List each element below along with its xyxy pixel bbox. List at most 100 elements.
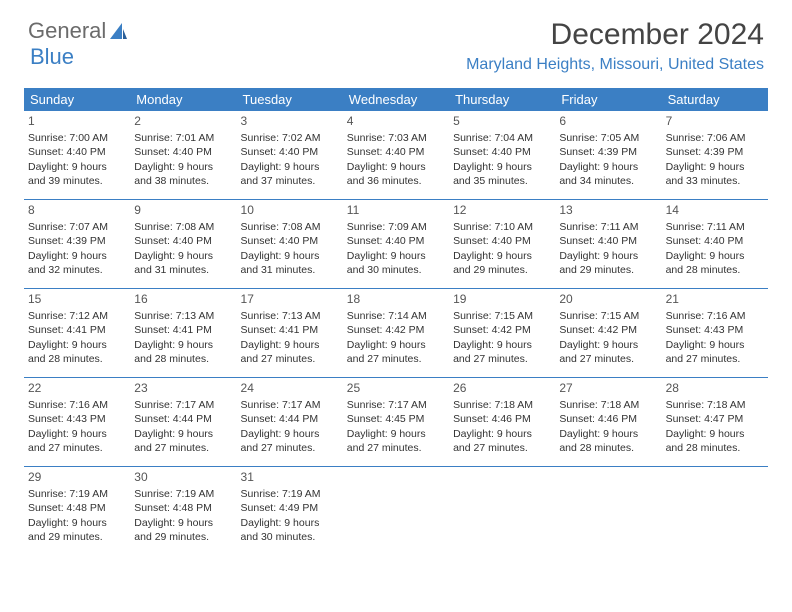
sunset-line: Sunset: 4:49 PM [241, 501, 339, 515]
day-cell: 6Sunrise: 7:05 AMSunset: 4:39 PMDaylight… [555, 111, 661, 199]
sunrise-line: Sunrise: 7:18 AM [453, 398, 551, 412]
sunset-line: Sunset: 4:40 PM [241, 145, 339, 159]
day-number: 10 [241, 202, 339, 218]
sunrise-line: Sunrise: 7:13 AM [241, 309, 339, 323]
day-header: Friday [555, 88, 661, 111]
daylight-line: Daylight: 9 hours and 33 minutes. [666, 160, 764, 188]
day-header: Wednesday [343, 88, 449, 111]
day-header: Monday [130, 88, 236, 111]
day-cell: 31Sunrise: 7:19 AMSunset: 4:49 PMDayligh… [237, 467, 343, 555]
sunset-line: Sunset: 4:39 PM [666, 145, 764, 159]
daylight-line: Daylight: 9 hours and 34 minutes. [559, 160, 657, 188]
page-header: General December 2024 Maryland Heights, … [0, 0, 792, 80]
daylight-line: Daylight: 9 hours and 27 minutes. [453, 427, 551, 455]
sunrise-line: Sunrise: 7:14 AM [347, 309, 445, 323]
day-cell: 12Sunrise: 7:10 AMSunset: 4:40 PMDayligh… [449, 200, 555, 288]
sunset-line: Sunset: 4:40 PM [347, 145, 445, 159]
day-number: 8 [28, 202, 126, 218]
day-cell: 2Sunrise: 7:01 AMSunset: 4:40 PMDaylight… [130, 111, 236, 199]
week-row: 29Sunrise: 7:19 AMSunset: 4:48 PMDayligh… [24, 467, 768, 555]
calendar-grid: SundayMondayTuesdayWednesdayThursdayFrid… [24, 88, 768, 555]
day-number: 11 [347, 202, 445, 218]
day-cell: 26Sunrise: 7:18 AMSunset: 4:46 PMDayligh… [449, 378, 555, 466]
day-cell: 1Sunrise: 7:00 AMSunset: 4:40 PMDaylight… [24, 111, 130, 199]
sunrise-line: Sunrise: 7:11 AM [559, 220, 657, 234]
daylight-line: Daylight: 9 hours and 27 minutes. [28, 427, 126, 455]
day-number: 27 [559, 380, 657, 396]
daylight-line: Daylight: 9 hours and 27 minutes. [347, 338, 445, 366]
sunset-line: Sunset: 4:40 PM [453, 145, 551, 159]
day-cell: 29Sunrise: 7:19 AMSunset: 4:48 PMDayligh… [24, 467, 130, 555]
sunrise-line: Sunrise: 7:02 AM [241, 131, 339, 145]
sunrise-line: Sunrise: 7:18 AM [559, 398, 657, 412]
sunrise-line: Sunrise: 7:19 AM [241, 487, 339, 501]
sunset-line: Sunset: 4:47 PM [666, 412, 764, 426]
day-number: 16 [134, 291, 232, 307]
day-header: Thursday [449, 88, 555, 111]
week-row: 8Sunrise: 7:07 AMSunset: 4:39 PMDaylight… [24, 200, 768, 289]
day-cell: 21Sunrise: 7:16 AMSunset: 4:43 PMDayligh… [662, 289, 768, 377]
sunset-line: Sunset: 4:44 PM [134, 412, 232, 426]
day-header-row: SundayMondayTuesdayWednesdayThursdayFrid… [24, 88, 768, 111]
daylight-line: Daylight: 9 hours and 29 minutes. [559, 249, 657, 277]
day-cell: 3Sunrise: 7:02 AMSunset: 4:40 PMDaylight… [237, 111, 343, 199]
daylight-line: Daylight: 9 hours and 28 minutes. [666, 427, 764, 455]
sunset-line: Sunset: 4:45 PM [347, 412, 445, 426]
day-number: 30 [134, 469, 232, 485]
sunset-line: Sunset: 4:44 PM [241, 412, 339, 426]
day-number: 1 [28, 113, 126, 129]
daylight-line: Daylight: 9 hours and 29 minutes. [453, 249, 551, 277]
sunset-line: Sunset: 4:40 PM [559, 234, 657, 248]
empty-day-cell [662, 467, 768, 555]
sunset-line: Sunset: 4:40 PM [347, 234, 445, 248]
day-cell: 25Sunrise: 7:17 AMSunset: 4:45 PMDayligh… [343, 378, 449, 466]
day-cell: 16Sunrise: 7:13 AMSunset: 4:41 PMDayligh… [130, 289, 236, 377]
sunrise-line: Sunrise: 7:16 AM [666, 309, 764, 323]
day-cell: 23Sunrise: 7:17 AMSunset: 4:44 PMDayligh… [130, 378, 236, 466]
day-number: 26 [453, 380, 551, 396]
daylight-line: Daylight: 9 hours and 27 minutes. [241, 427, 339, 455]
sunrise-line: Sunrise: 7:07 AM [28, 220, 126, 234]
day-number: 19 [453, 291, 551, 307]
sunrise-line: Sunrise: 7:03 AM [347, 131, 445, 145]
sunrise-line: Sunrise: 7:09 AM [347, 220, 445, 234]
empty-day-cell [343, 467, 449, 555]
day-header: Saturday [662, 88, 768, 111]
sunrise-line: Sunrise: 7:12 AM [28, 309, 126, 323]
day-number: 17 [241, 291, 339, 307]
day-cell: 13 Sunrise: 7:11 AMSunset: 4:40 PMDayligh… [555, 200, 661, 288]
sunrise-line: Sunrise: 7:08 AM [241, 220, 339, 234]
logo-text-blue: Blue [30, 44, 74, 69]
sunset-line: Sunset: 4:40 PM [134, 234, 232, 248]
day-cell: 28Sunrise: 7:18 AMSunset: 4:47 PMDayligh… [662, 378, 768, 466]
week-row: 22Sunrise: 7:16 AMSunset: 4:43 PMDayligh… [24, 378, 768, 467]
day-cell: 5Sunrise: 7:04 AMSunset: 4:40 PMDaylight… [449, 111, 555, 199]
day-number: 13 [559, 202, 657, 218]
day-number: 12 [453, 202, 551, 218]
day-number: 31 [241, 469, 339, 485]
day-number: 21 [666, 291, 764, 307]
sunset-line: Sunset: 4:39 PM [28, 234, 126, 248]
sunrise-line: Sunrise: 7:16 AM [28, 398, 126, 412]
daylight-line: Daylight: 9 hours and 31 minutes. [134, 249, 232, 277]
sunset-line: Sunset: 4:40 PM [453, 234, 551, 248]
daylight-line: Daylight: 9 hours and 28 minutes. [666, 249, 764, 277]
daylight-line: Daylight: 9 hours and 32 minutes. [28, 249, 126, 277]
sunrise-line: Sunrise: 7:19 AM [134, 487, 232, 501]
week-row: 15Sunrise: 7:12 AMSunset: 4:41 PMDayligh… [24, 289, 768, 378]
daylight-line: Daylight: 9 hours and 27 minutes. [347, 427, 445, 455]
sunset-line: Sunset: 4:48 PM [28, 501, 126, 515]
day-cell: 24Sunrise: 7:17 AMSunset: 4:44 PMDayligh… [237, 378, 343, 466]
sunrise-line: Sunrise: 7:06 AM [666, 131, 764, 145]
sunset-line: Sunset: 4:42 PM [559, 323, 657, 337]
daylight-line: Daylight: 9 hours and 28 minutes. [28, 338, 126, 366]
sunset-line: Sunset: 4:40 PM [28, 145, 126, 159]
day-cell: 9Sunrise: 7:08 AMSunset: 4:40 PMDaylight… [130, 200, 236, 288]
day-cell: 7Sunrise: 7:06 AMSunset: 4:39 PMDaylight… [662, 111, 768, 199]
daylight-line: Daylight: 9 hours and 27 minutes. [453, 338, 551, 366]
daylight-line: Daylight: 9 hours and 28 minutes. [134, 338, 232, 366]
daylight-line: Daylight: 9 hours and 35 minutes. [453, 160, 551, 188]
title-block: December 2024 Maryland Heights, Missouri… [466, 18, 764, 74]
week-row: 1Sunrise: 7:00 AMSunset: 4:40 PMDaylight… [24, 111, 768, 200]
sunrise-line: Sunrise: 7:17 AM [347, 398, 445, 412]
